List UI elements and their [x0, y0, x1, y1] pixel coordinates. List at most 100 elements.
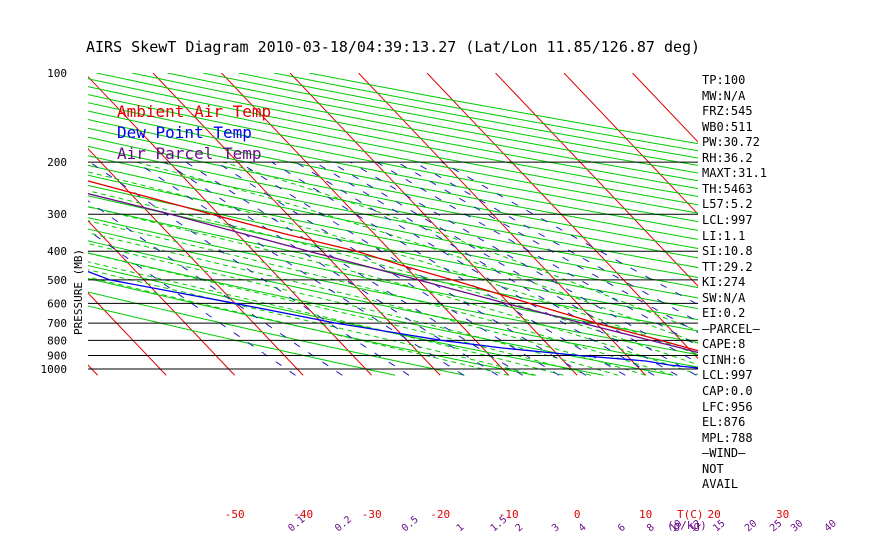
- moist-adiabat-line: [222, 161, 698, 332]
- dry-adiabat-line: [88, 184, 698, 310]
- mixing-ratio-unit-label: (g/kg): [667, 519, 707, 532]
- moist-adiabat-line: [135, 161, 698, 344]
- pressure-tick-label: 700: [47, 317, 67, 330]
- mixing-ratio-label: 2: [514, 522, 526, 534]
- isotherm-line: [632, 73, 698, 143]
- dry-adiabat-line: [88, 94, 698, 214]
- pressure-tick-label: 600: [47, 297, 67, 310]
- mixing-ratio-line: [216, 161, 560, 376]
- mixing-ratio-label: 0.5: [400, 514, 421, 534]
- pressure-tick-label: 500: [47, 274, 67, 287]
- mixing-ratio-line: [89, 161, 410, 376]
- index-entry: TP:100: [702, 73, 746, 87]
- dry-adiabat-line: [88, 195, 698, 321]
- bottom-temp-tick-label: 30: [776, 508, 789, 521]
- bottom-temp-tick-label: -20: [430, 508, 450, 521]
- ambient-temp-line: [88, 180, 698, 352]
- mixing-ratio-line: [330, 161, 697, 376]
- pressure-tick-label: 400: [47, 245, 67, 258]
- index-entry: —PARCEL—: [702, 321, 760, 336]
- isotherm-line: [358, 73, 647, 376]
- dry-adiabat-line: [88, 86, 698, 206]
- index-entry: AVAIL: [702, 477, 739, 492]
- parcel-temp-line: [88, 192, 698, 354]
- dry-adiabat-line: [88, 102, 698, 223]
- dry-adiabat-line: [88, 78, 698, 198]
- index-entry: SI:10.8: [702, 244, 753, 259]
- dry-adiabat-line: [88, 174, 698, 299]
- bottom-temp-tick-label: -40: [293, 508, 313, 521]
- index-entry: —WIND—: [702, 446, 746, 461]
- moist-adiabat-line: [88, 276, 509, 376]
- temp-unit-label: T(C): [677, 508, 704, 521]
- dry-adiabat-line: [88, 136, 698, 259]
- bottom-temp-tick-label: -30: [362, 508, 382, 521]
- index-entry: L57:5.2: [702, 197, 753, 212]
- mixing-ratio-line: [413, 161, 698, 323]
- mixing-ratio-line: [295, 161, 655, 376]
- mixing-ratio-label: 0.2: [333, 514, 354, 534]
- dry-adiabat-line: [88, 127, 698, 250]
- mixing-ratio-line: [88, 229, 296, 376]
- isotherm-line: [563, 73, 698, 215]
- pressure-tick-label: 200: [47, 156, 67, 169]
- pressure-tick-label: 1000: [41, 363, 68, 376]
- index-entry: RH:36.2: [702, 150, 753, 165]
- mixing-ratio-line: [350, 161, 698, 364]
- moist-adiabat-line: [88, 232, 646, 376]
- dry-adiabat-line: [88, 119, 698, 240]
- mixing-ratio-label: 4: [577, 522, 589, 534]
- isotherm-line: [0, 73, 29, 375]
- mixing-ratio-label: 30: [789, 518, 805, 534]
- isotherm-line: [426, 73, 698, 359]
- index-entry: PW:30.72: [702, 135, 760, 150]
- mixing-ratio-label: 20: [743, 518, 759, 534]
- dry-adiabat-line: [88, 110, 698, 231]
- isotherm-line: [88, 292, 167, 376]
- bottom-temp-tick-label: -50: [225, 508, 245, 521]
- index-entry: CAP:0.0: [702, 384, 753, 398]
- mixing-ratio-line: [88, 200, 343, 376]
- moist-adiabat-line: [88, 261, 564, 376]
- chart-title: AIRS SkewT Diagram 2010-03-18/04:39:13.2…: [86, 38, 700, 56]
- index-entry: FRZ:545: [702, 104, 753, 119]
- moist-adiabat-line: [88, 190, 698, 366]
- dry-adiabat-line: [88, 145, 698, 269]
- isotherm-line: [88, 220, 236, 376]
- mixing-ratio-label: 40: [823, 518, 839, 534]
- legend-ambient: Ambient Air Temp: [117, 102, 271, 121]
- mixing-ratio-label: 1: [455, 522, 467, 534]
- index-entry: EL:876: [702, 415, 746, 430]
- bottom-temp-tick-label: -10: [499, 508, 519, 521]
- dry-adiabat-line: [202, 73, 698, 166]
- dew-point-line: [88, 270, 698, 369]
- moist-adiabat-line: [88, 171, 698, 355]
- index-entry: CINH:6: [702, 352, 746, 367]
- mixing-ratio-line: [185, 161, 523, 376]
- index-entry: EI:0.2: [702, 306, 746, 321]
- dry-adiabat-line: [88, 206, 698, 332]
- mixing-ratio-line: [314, 161, 678, 376]
- index-entry: KI:274: [702, 275, 746, 290]
- index-entry: MPL:788: [702, 430, 753, 445]
- mixing-ratio-line: [164, 161, 498, 376]
- index-entry: MW:N/A: [702, 88, 746, 103]
- mixing-ratio-label: 8: [645, 522, 657, 534]
- isotherm-line: [289, 73, 578, 376]
- pressure-tick-label: 300: [47, 208, 67, 221]
- bottom-temp-tick-label: 0: [574, 508, 581, 521]
- moist-adiabat-line: [88, 269, 537, 376]
- mixing-ratio-line: [238, 161, 587, 376]
- index-entry: NOT: [702, 461, 724, 476]
- index-entry: TT:29.2: [702, 259, 753, 274]
- index-entry: LFC:956: [702, 399, 753, 414]
- index-entry: LCL:997: [702, 368, 753, 383]
- legend-parcel: Air Parcel Temp: [117, 144, 262, 163]
- dry-adiabat-line: [167, 73, 698, 174]
- legend-dewpoint: Dew Point Temp: [117, 123, 252, 142]
- index-entry: WB0:511: [702, 119, 753, 134]
- index-entry: MAXT:31.1: [702, 166, 768, 181]
- index-entry: CAPE:8: [702, 337, 746, 352]
- mixing-ratio-line: [136, 161, 465, 376]
